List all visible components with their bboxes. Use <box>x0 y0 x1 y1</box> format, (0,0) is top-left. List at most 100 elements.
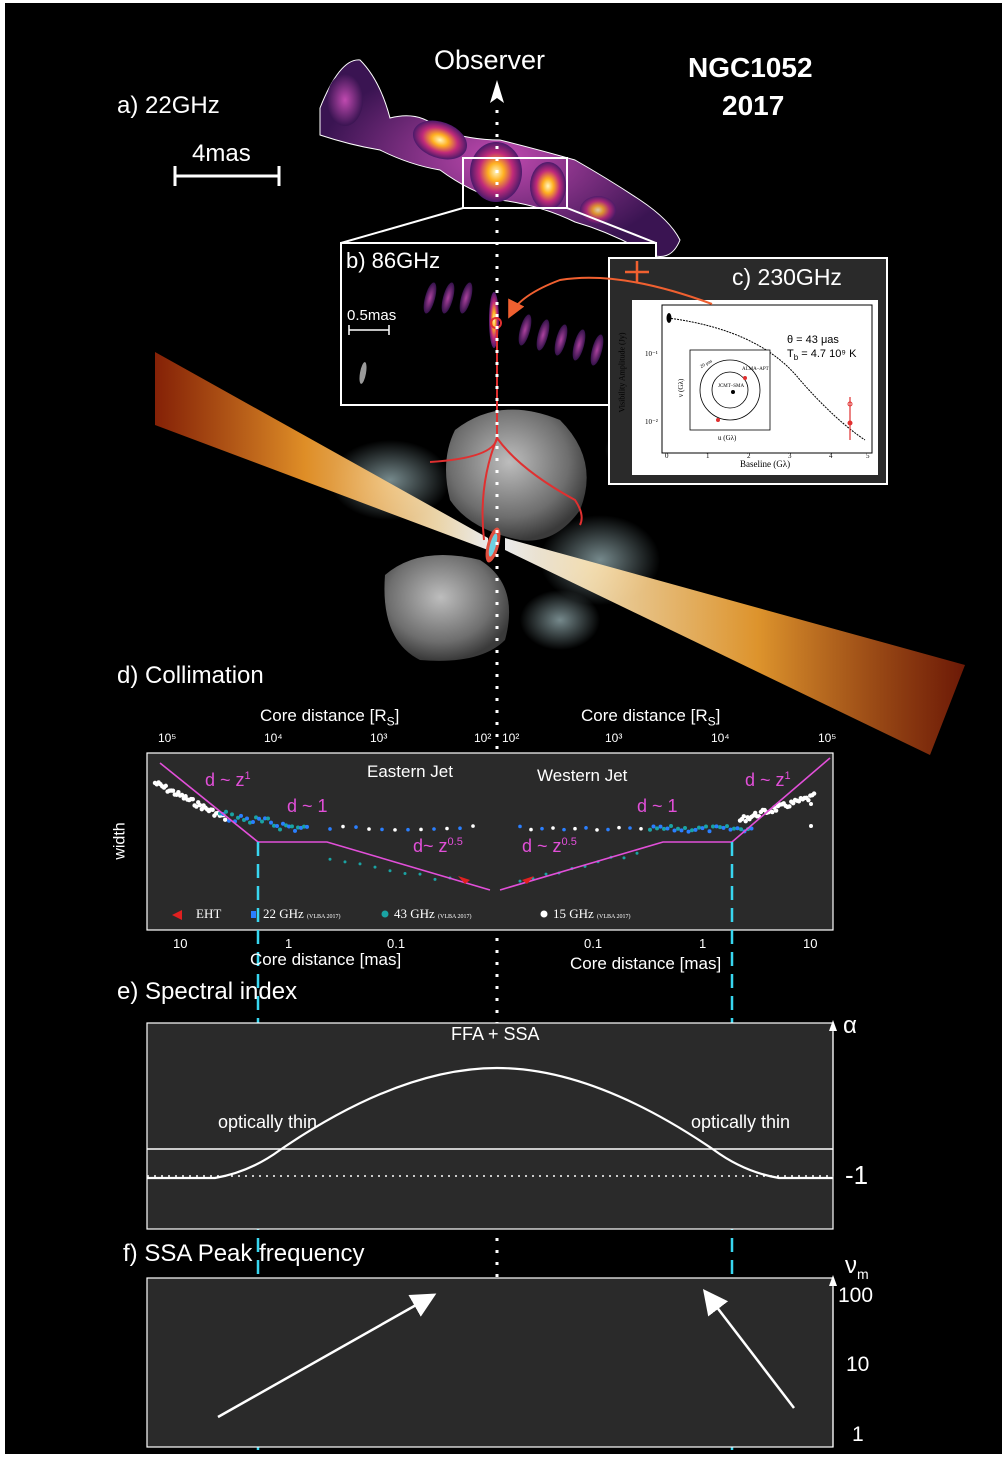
point-15ghz <box>809 824 813 828</box>
fit-inner-right: d ~ z0.5 <box>522 836 577 856</box>
panel-a-label: a) 22GHz <box>117 92 220 119</box>
point-15ghz <box>639 827 643 831</box>
panel-f-axis-label: νm <box>845 1252 869 1282</box>
point-15ghz <box>617 825 621 830</box>
panel-b-scale-label: 0.5mas <box>347 307 397 324</box>
source-name: NGC1052 <box>688 52 813 83</box>
point-22ghz <box>354 825 358 829</box>
point-43ghz <box>662 826 666 831</box>
point-22ghz <box>281 821 285 826</box>
point-43ghz <box>343 860 347 864</box>
panel-c-inset-y: v (Gλ) <box>677 378 686 398</box>
panel-f-tick-1: 1 <box>852 1423 864 1446</box>
point-22ghz <box>432 827 436 831</box>
point-15ghz <box>367 827 371 831</box>
panel-d-ylabel: width <box>111 822 129 860</box>
point-43ghz <box>544 872 548 876</box>
point-22ghz <box>518 824 522 829</box>
point-15ghz <box>806 797 811 803</box>
panel-f-tick-10: 10 <box>846 1353 870 1376</box>
point-22ghz <box>269 820 273 825</box>
point-15ghz <box>183 794 188 799</box>
panel-d-bottom-tick-l2: 1 <box>285 936 293 951</box>
point-43ghz <box>290 824 294 829</box>
panel-d-top-axis-right: Core distance [RS] <box>581 706 721 729</box>
point-43ghz <box>254 815 258 820</box>
panel-c-ytick-1: 10⁻¹ <box>645 350 658 358</box>
point-22ghz <box>606 827 610 832</box>
panel-d-top-tick-l2: 10⁴ <box>264 731 283 745</box>
point-15ghz <box>743 818 748 824</box>
point-22ghz <box>328 827 332 831</box>
point-22ghz <box>239 813 243 818</box>
fit-outer-left: d ~ z1 <box>205 770 251 790</box>
point-43ghz <box>248 820 252 825</box>
point-22ghz <box>293 828 297 833</box>
point-15ghz <box>419 827 423 832</box>
point-15ghz <box>223 817 228 822</box>
point-43ghz <box>272 823 276 828</box>
legend-eht: EHT <box>196 906 222 921</box>
panel-d-top-tick-l4: 10² <box>474 731 492 745</box>
point-22ghz <box>263 816 267 821</box>
panel-b-label: b) 86GHz <box>346 248 441 273</box>
point-22ghz <box>299 825 303 830</box>
point-22ghz <box>700 826 705 831</box>
panel-c-xtick-1: 1 <box>706 452 710 460</box>
point-15ghz <box>753 810 758 816</box>
observer-label: Observer <box>434 45 546 75</box>
point-22ghz <box>714 824 719 829</box>
panel-e-center-label: FFA + SSA <box>451 1024 540 1044</box>
point-22ghz <box>458 826 462 831</box>
panel-d-top-tick-l3: 10³ <box>370 731 388 745</box>
point-22ghz <box>275 823 279 828</box>
point-22ghz <box>735 826 740 831</box>
panel-d-top-tick-l1: 10⁵ <box>158 731 177 745</box>
point-43ghz <box>711 824 715 829</box>
point-43ghz <box>690 828 694 833</box>
panel-c-xtick-5: 5 <box>866 452 870 460</box>
point-43ghz <box>242 818 246 823</box>
panel-d-top-tick-r3: 10⁴ <box>711 731 730 745</box>
panel-c-inset-x: u (Gλ) <box>718 434 737 442</box>
point-15ghz <box>787 804 792 809</box>
point-22ghz <box>406 827 410 832</box>
point-22ghz <box>305 824 309 829</box>
panel-e-right-label: optically thin <box>691 1112 791 1132</box>
point-22ghz <box>672 828 677 833</box>
panel-c-xtick-2: 2 <box>747 452 751 460</box>
point-43ghz <box>236 815 240 820</box>
point-43ghz <box>328 857 332 861</box>
point-43ghz <box>518 879 522 883</box>
point-22ghz <box>380 827 384 832</box>
point-15ghz <box>199 806 204 812</box>
fit-outer-right: d ~ z1 <box>745 770 791 790</box>
point-43ghz <box>403 871 407 875</box>
point-22ghz <box>584 826 588 830</box>
panel-d-bottom-axis-left: Core distance [mas] <box>250 950 402 969</box>
fit-middle-right: d ~ 1 <box>637 796 678 816</box>
point-22ghz <box>562 827 566 832</box>
point-15ghz <box>529 827 533 832</box>
legend-22ghz: 22 GHz (VLBA 2017) <box>263 906 341 921</box>
point-22ghz <box>651 824 656 829</box>
panel-c-label: c) 230GHz <box>732 264 842 290</box>
point-43ghz <box>697 825 701 830</box>
point-43ghz <box>388 869 392 873</box>
point-15ghz <box>163 783 168 789</box>
point-15ghz <box>176 789 181 795</box>
panel-c-station-1: ALMA–APT <box>742 367 769 372</box>
point-22ghz <box>686 829 691 834</box>
point-15ghz <box>741 814 746 819</box>
panel-f-tick-100: 100 <box>838 1284 874 1307</box>
point-43ghz <box>622 856 626 860</box>
point-43ghz <box>725 824 729 829</box>
panel-c-ylabel: Visibility Amplitude (Jy) <box>617 332 627 413</box>
point-22ghz <box>245 816 249 821</box>
point-43ghz <box>224 809 228 814</box>
point-22ghz <box>540 826 544 831</box>
point-43ghz <box>739 827 743 832</box>
panel-d-top-tick-r2: 10³ <box>605 731 623 745</box>
point-22ghz <box>251 820 255 825</box>
point-22ghz <box>693 827 698 832</box>
